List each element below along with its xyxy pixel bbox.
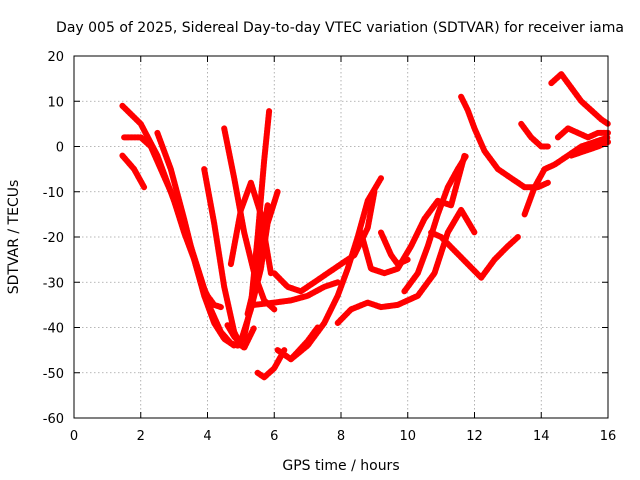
y-tick-label: 0 [56,141,64,156]
x-tick-label: 2 [137,429,145,444]
series-17 [358,152,468,277]
series-16-core [336,208,476,325]
x-tick-label: 8 [337,429,345,444]
chart-title: Day 005 of 2025, Sidereal Day-to-day VTE… [56,20,624,36]
series-24-core [550,72,610,126]
series-11-core [252,281,339,307]
series-23-core [523,136,610,216]
y-tick-label: 20 [47,50,64,65]
series-12-core [256,348,286,379]
y-tick-label: -40 [43,322,64,337]
x-axis-label: GPS time / hours [282,458,399,474]
series-15-core [289,176,383,361]
axis-ticks [73,55,609,419]
y-tick-label: -20 [43,231,64,246]
series-26-core [570,140,610,157]
x-tick-label: 12 [466,429,483,444]
series-17-core [359,154,466,275]
y-tick-label: -10 [43,186,64,201]
y-axis-label: SDTVAR / TECUs [6,180,22,295]
series-20-core [429,231,520,279]
series-22-core [519,122,550,148]
series-7-core [226,323,256,350]
series-18-core [379,231,410,266]
series-10-core [246,204,269,316]
x-tick-label: 10 [399,429,416,444]
y-tick-label: 10 [47,95,64,110]
x-tick-label: 16 [600,429,617,444]
series-25-core [556,127,610,139]
y-tick-label: -50 [43,367,64,382]
x-tick-label: 14 [533,429,550,444]
x-tick-label: 4 [203,429,211,444]
series-5-core [156,131,279,347]
data-series [119,71,611,381]
x-tick-labels: 0 2 4 6 8 10 12 14 16 [70,429,616,444]
y-tick-label: -30 [43,276,64,291]
series-19-core [403,154,468,293]
y-tick-labels: -60 -50 -40 -30 -20 -10 0 10 20 [43,50,64,427]
series-1-core [121,154,146,189]
grid [74,56,608,418]
y-tick-label: -60 [43,412,64,427]
x-tick-label: 0 [70,429,78,444]
x-tick-label: 6 [270,429,278,444]
